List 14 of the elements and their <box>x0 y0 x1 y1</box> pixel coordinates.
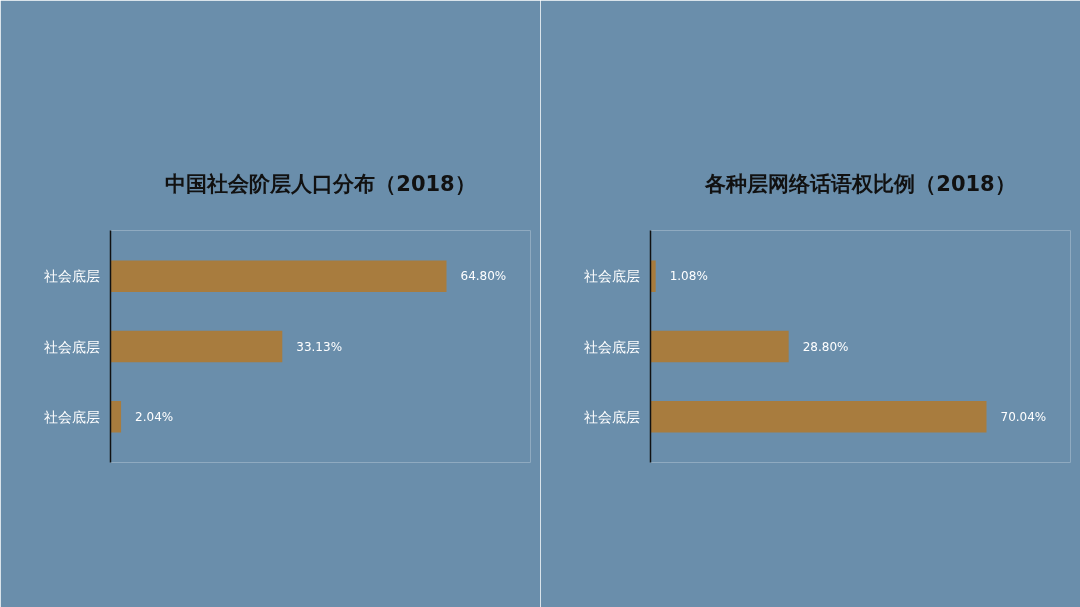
y-tick-label: 社会底层 <box>583 408 640 425</box>
y-tick-label: 社会底层 <box>583 338 640 355</box>
data-label: 33.13% <box>296 339 343 354</box>
y-tick-label: 社会底层 <box>43 338 100 355</box>
chart-title: 中国社会阶层人口分布（2018） <box>165 171 476 196</box>
data-label: 64.80% <box>460 269 507 284</box>
y-tick-label: 社会底层 <box>43 408 100 425</box>
data-label: 2.04% <box>135 409 174 424</box>
data-label: 1.08% <box>669 269 708 284</box>
data-label: 70.04% <box>1000 409 1047 424</box>
y-tick-label: 社会底层 <box>583 268 640 285</box>
chart-title: 各种层网络话语权比例（2018） <box>704 171 1016 196</box>
y-tick-label: 社会底层 <box>43 268 100 285</box>
data-label: 28.80% <box>802 339 849 354</box>
